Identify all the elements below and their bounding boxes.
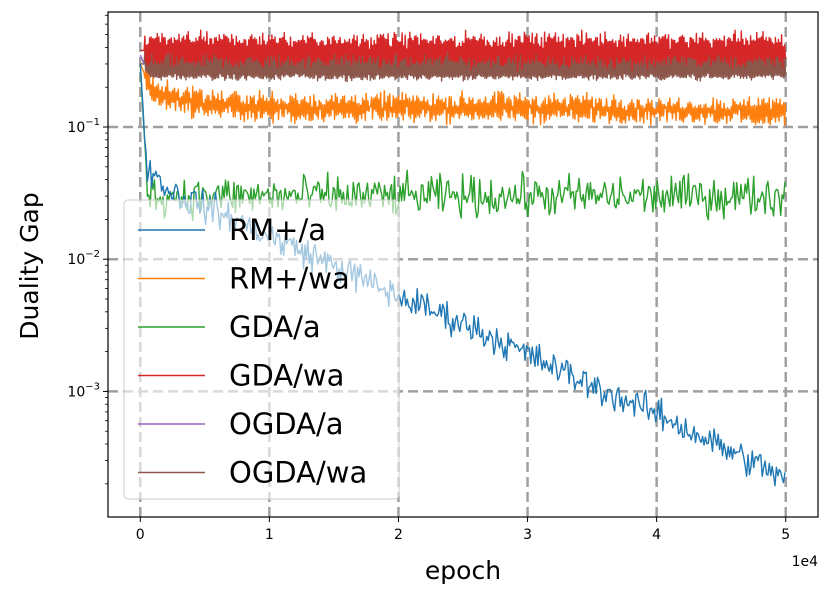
plot-frame (107, 11, 819, 518)
x-tick-label: 2 (394, 527, 403, 543)
legend-label-ogda-wa: OGDA/wa (229, 456, 367, 490)
y-tick-label: 10−1 (67, 117, 100, 136)
axes: 0 1 2 3 4 5 10−3 10−2 10−1 (67, 11, 819, 543)
x-axis-label: epoch (425, 556, 501, 585)
y-axis-label: Duality Gap (15, 192, 44, 339)
legend: RM+/a RM+/wa GDA/a GDA/wa OGDA/a OGDA/wa (123, 199, 400, 500)
y-tick-label: 10−2 (67, 249, 100, 268)
x-tick-label: 5 (781, 527, 790, 543)
series-line-gda-a (139, 63, 786, 222)
x-tick-label: 4 (652, 527, 661, 543)
legend-label-gda-a: GDA/a (229, 310, 321, 344)
x-tick-label: 0 (136, 527, 145, 543)
legend-label-ogda-a: OGDA/a (229, 407, 344, 441)
x-tick-label: 1 (265, 527, 274, 543)
x-axis-offset-label: 1e4 (792, 554, 819, 570)
series-line-rm-wa (139, 63, 787, 127)
series-line-ogda-a (139, 54, 145, 65)
y-tick-label: 10−3 (67, 381, 100, 400)
legend-label-rm-a: RM+/a (229, 213, 326, 247)
legend-label-gda-wa: GDA/wa (229, 359, 344, 393)
legend-label-rm-wa: RM+/wa (229, 262, 350, 296)
x-tick-label: 3 (523, 527, 532, 543)
series-line-gda-wa (140, 29, 787, 72)
